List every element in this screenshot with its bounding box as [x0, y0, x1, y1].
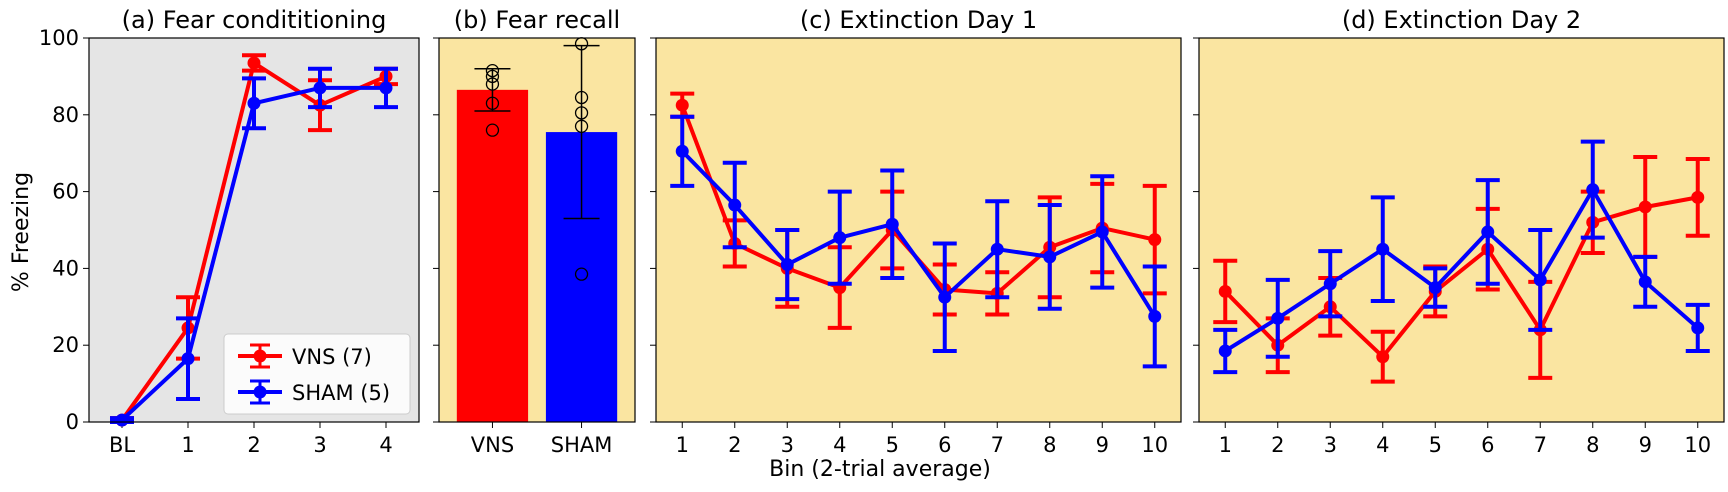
series-sham-errorbar-5: [1475, 178, 1500, 286]
series-sham-errorbar-3: [827, 189, 852, 286]
series-sham-errorbar-0: [670, 114, 695, 188]
bar-vns-point-1: [485, 96, 500, 110]
panel-b: (b) Fear recall VNS SHAM: [433, 6, 636, 457]
x-tick-label: 9: [1096, 433, 1109, 457]
series-sham-errorbar-4: [1423, 266, 1448, 309]
series-sham-errorbar-6: [1528, 228, 1553, 332]
series-sham-errorbar-4: [374, 66, 398, 110]
x-tick-label: 8: [1586, 433, 1599, 457]
series-sham-errorbar-6: [985, 199, 1010, 300]
x-tick-label: 10: [1141, 433, 1168, 457]
x-tick-label: 4: [833, 433, 846, 457]
series-sham-errorbar-5: [932, 241, 957, 353]
x-tick-label: 10: [1684, 433, 1711, 457]
y-tick-label: 100: [39, 26, 79, 50]
legend-marker-sham: [253, 385, 267, 399]
x-tick-label: SHAM: [551, 433, 613, 457]
x-tick-label: 2: [728, 433, 741, 457]
x-tick-label: 3: [781, 433, 794, 457]
series-sham-errorbar-8: [1633, 254, 1658, 309]
x-tick-label: 2: [247, 433, 260, 457]
bar-sham-point-2: [574, 106, 589, 120]
panel-a: (a) Fear condititioning 0 20 40 60 80 100 BL 1 2 3…: [39, 6, 420, 457]
series-vns-errorbar-3: [1370, 329, 1395, 384]
panel-c: (c) Extinction Day 1 1 2 3 4 5 6 7 8 9 10: [650, 6, 1182, 457]
x-tick-label: 4: [1376, 433, 1389, 457]
x-axis-label: Bin (2-trial average): [769, 457, 991, 482]
y-tick-label: 20: [52, 333, 79, 357]
panel-a-title: (a) Fear condititioning: [122, 6, 387, 34]
legend-label: VNS (7): [292, 345, 372, 369]
x-tick-label: 6: [938, 433, 951, 457]
series-sham-errorbar-8: [1090, 174, 1115, 290]
bar-vns-point-3: [485, 69, 500, 84]
y-tick-label: 60: [52, 180, 79, 204]
x-tick-label: 7: [991, 433, 1004, 457]
x-tick-label: 1: [676, 433, 689, 457]
x-tick-label: 5: [1429, 433, 1442, 457]
panel-b-frame: [438, 37, 636, 423]
x-tick-label: 4: [379, 433, 392, 457]
panel-a-frame: [88, 37, 420, 423]
series-sham-errorbar-0: [1213, 327, 1238, 375]
y-tick-label: 80: [52, 103, 79, 127]
x-tick-label: 2: [1271, 433, 1284, 457]
series-vns-errorbar-9: [1685, 156, 1710, 238]
x-tick-label: BL: [109, 433, 135, 457]
series-sham-errorbar-2: [1318, 249, 1343, 319]
y-axis-label: % Freezing: [9, 172, 34, 292]
panel-c-title: (c) Extinction Day 1: [800, 6, 1037, 34]
panels: (a) Fear condititioning 0 20 40 60 80 100 BL 1 2 3…: [39, 6, 1725, 457]
series-vns-errorbar-2: [242, 53, 266, 73]
x-tick-label: 5: [886, 433, 899, 457]
x-tick-label: 1: [181, 433, 194, 457]
panel-b-title: (b) Fear recall: [454, 6, 620, 34]
series-sham-errorbar-9: [1685, 302, 1710, 353]
y-tick-label: 40: [52, 256, 79, 280]
x-tick-label: 8: [1043, 433, 1056, 457]
bar-sham-point-3: [574, 90, 589, 105]
series-sham-errorbar-3: [308, 66, 332, 110]
series-sham-errorbar-2: [242, 76, 266, 131]
series-sham-errorbar-3: [1370, 195, 1395, 304]
y-tick-label: 0: [66, 410, 79, 434]
y-axis-label-text: % Freezing: [9, 172, 34, 292]
bar-sham-point-0: [574, 267, 589, 281]
bar-vns-point-0: [485, 123, 500, 137]
x-tick-label: 6: [1481, 433, 1494, 457]
panel-d-frame: [1198, 37, 1725, 423]
panel-d: (d) Extinction Day 2 1 2 3 4 5 6 7 8 9 10: [1193, 6, 1725, 457]
series-sham-errorbar-1: [1265, 277, 1290, 359]
panel-c-frame: [655, 37, 1182, 423]
series-vns-errorbar-0: [1213, 258, 1238, 325]
series-sham-line: [1224, 187, 1700, 353]
legend: VNS (7) SHAM (5): [223, 333, 411, 415]
x-tick-label: 7: [1534, 433, 1547, 457]
legend-marker-vns: [253, 349, 267, 363]
bar-vns-point-4: [485, 63, 500, 78]
legend-label: SHAM (5): [292, 381, 390, 405]
bar-sham-point-1: [574, 119, 589, 133]
x-tick-label: 1: [1219, 433, 1232, 457]
bar-vns-point-2: [485, 77, 500, 91]
series-vns-line: [1223, 195, 1699, 359]
series-sham-errorbar-2: [775, 228, 800, 302]
x-tick-label: VNS: [471, 433, 514, 457]
bar-vns: [456, 89, 529, 422]
series-sham-errorbar-4: [880, 168, 905, 280]
x-tick-label: 3: [313, 433, 326, 457]
series-sham-errorbar-1: [176, 316, 200, 401]
x-tick-label: 9: [1639, 433, 1652, 457]
series-sham-errorbar-7: [1580, 139, 1605, 240]
series-sham-errorbar-9: [1142, 264, 1167, 369]
series-sham-errorbar-7: [1037, 203, 1062, 311]
x-tick-label: 3: [1324, 433, 1337, 457]
series-sham-line: [680, 149, 1157, 318]
panel-d-title: (d) Extinction Day 2: [1342, 6, 1581, 34]
series-sham-errorbar-1: [722, 160, 747, 250]
